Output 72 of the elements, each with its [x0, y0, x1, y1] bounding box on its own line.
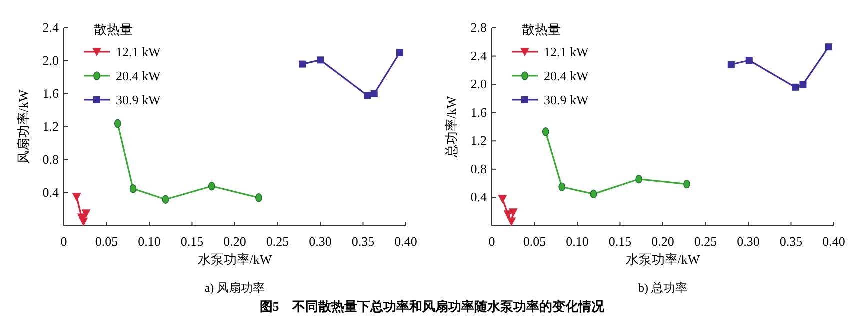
x-tick-label: 0.30 [737, 234, 760, 249]
x-tick-label: 0 [60, 234, 68, 249]
legend-label: 30.9 kW [544, 92, 590, 108]
point [396, 49, 404, 56]
x-tick-label: 0.35 [780, 234, 803, 249]
point [636, 174, 642, 184]
point [825, 44, 832, 51]
x-tick-label: 0.20 [224, 234, 246, 249]
y-tick-label: 2.4 [470, 48, 488, 64]
point [542, 128, 550, 136]
point [684, 180, 690, 189]
point [728, 61, 735, 68]
y-axis-title: 风扇功率/kW [16, 89, 31, 164]
point [370, 90, 378, 98]
x-tick-label: 0.15 [608, 234, 632, 249]
x-tick-label: 0.40 [394, 234, 418, 249]
point [792, 84, 800, 91]
x-tick-label: 0.20 [652, 234, 674, 249]
legend-title: 散热量 [522, 22, 561, 37]
point [508, 208, 518, 218]
legend-label: 12.1 kW [544, 44, 590, 60]
point [558, 182, 566, 192]
point [130, 184, 137, 194]
text: b) 总功率 [638, 281, 688, 295]
x-axis-title: 水泵功率/kW [626, 252, 701, 267]
caption: 图5 不同散热量下总功率和风扇功率随水泵功率的变化情况 [260, 299, 606, 314]
x-tick-label: 0.05 [523, 234, 546, 249]
x-tick-label: 0.25 [694, 234, 718, 249]
y-tick-label: 2.0 [470, 76, 487, 92]
point [208, 182, 216, 191]
point [800, 81, 807, 88]
y-tick-label: 0.4 [42, 185, 60, 200]
y-tick-label: 1.2 [470, 133, 487, 148]
point [498, 195, 508, 204]
x-tick-label: 0.10 [138, 234, 161, 249]
point [364, 92, 372, 100]
point [162, 195, 170, 204]
y-tick-label: 0.8 [470, 161, 487, 176]
x-tick-label: 0.30 [309, 234, 332, 249]
point [299, 60, 306, 68]
y-tick-label: 2.0 [42, 53, 59, 68]
y-tick-label: 2.8 [470, 20, 487, 35]
point [79, 218, 88, 226]
y-tick-label: 0.8 [42, 152, 59, 167]
legend-label: 20.4 kW [544, 68, 590, 84]
x-tick-label: 0.35 [352, 234, 375, 249]
y-tick-label: 1.2 [42, 119, 59, 134]
x-tick-label: 0.05 [95, 234, 118, 249]
point [256, 194, 262, 202]
legend-label: 30.9 kW [116, 92, 162, 108]
point [590, 190, 598, 199]
point [72, 193, 82, 202]
x-tick-label: 0 [488, 234, 496, 249]
legend-label: 12.1 kW [116, 44, 162, 60]
y-tick-label: 1.6 [42, 86, 60, 101]
x-tick-label: 0.10 [566, 234, 589, 249]
point [507, 218, 516, 226]
point [746, 57, 753, 64]
text: a) 风扇功率 [204, 281, 266, 295]
x-axis-title: 水泵功率/kW [198, 252, 273, 267]
y-tick-label: 0.4 [470, 190, 488, 205]
legend-label: 20.4 kW [116, 68, 162, 84]
y-tick-label: 2.4 [42, 20, 60, 35]
y-axis-title: 总功率/kW [444, 96, 459, 159]
legend-title: 散热量 [94, 22, 133, 37]
x-tick-label: 0.15 [180, 234, 204, 249]
point [317, 56, 324, 64]
y-tick-label: 1.6 [470, 104, 488, 120]
x-tick-label: 0.25 [266, 234, 290, 249]
point [114, 119, 122, 128]
point [82, 210, 91, 218]
x-tick-label: 0.40 [822, 234, 846, 249]
